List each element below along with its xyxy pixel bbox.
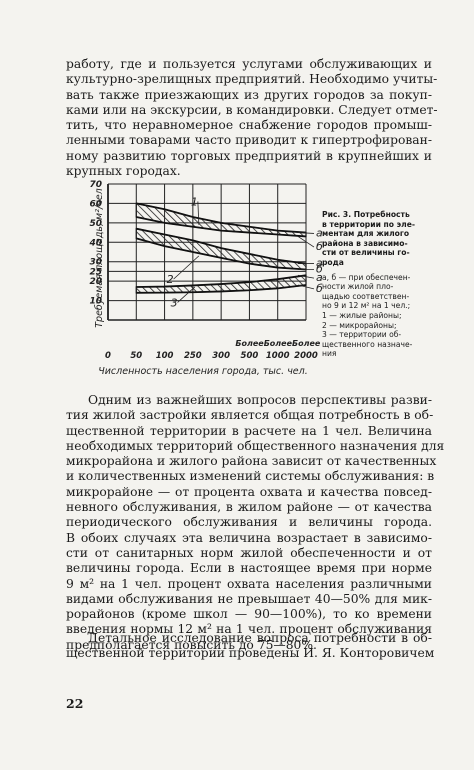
text-line: тия жилой застройки является общая потре…: [66, 408, 434, 423]
curve-end-label: а: [316, 257, 323, 270]
curve-leader-line: [177, 286, 196, 303]
caption-title-line: ментам для жилого: [322, 229, 410, 239]
text-line: 9 м² на 1 чел. процент охвата населения …: [66, 576, 432, 591]
right-leader-line: [297, 274, 315, 279]
text-line: щественной территории проведены И. Я. Ко…: [66, 646, 435, 661]
curve-upper-series-1: [136, 202, 307, 234]
caption-title-line: Рис. 3. Потребность: [322, 210, 410, 219]
caption-title-line: района в зависимо-: [322, 238, 408, 248]
right-leader-line: [297, 284, 315, 290]
text-line: ленными товарами часто приводит к гиперт…: [66, 133, 432, 148]
text-line: вать также приезжающих из других городов…: [66, 87, 432, 102]
x-tick-label: 500: [241, 351, 259, 361]
text-line: невного обслуживания, в жилом районе — о…: [66, 500, 432, 515]
curve-lower-series-3: [136, 284, 307, 294]
right-leader-line: [297, 236, 315, 248]
curve-upper-series-3: [136, 274, 307, 288]
text-line: ному развитию торговых предприятий в кру…: [66, 148, 432, 163]
text-line: величины города. Если в настоящее время …: [66, 561, 432, 576]
text-line: работу, где и пользуется услугами обслуж…: [66, 57, 432, 71]
text-line: тить, что неравномерное снабжение городо…: [66, 118, 432, 133]
x-tick-label: 50: [130, 351, 142, 361]
text-line: необходимых территорий общественного наз…: [66, 438, 445, 453]
text-line: и количественных изменений системы обслу…: [66, 469, 435, 484]
x-tick-label: 0: [105, 351, 111, 361]
text-line: периодического обслуживания и величины г…: [66, 515, 432, 530]
text-line: предполагается повысить до 75—80%.: [66, 637, 317, 652]
text-line: щественной территории в расчете на 1 чел…: [66, 423, 432, 438]
curve-lower-series-2: [136, 237, 307, 271]
text-line: микрорайона и жилого района зависит от к…: [66, 454, 437, 469]
caption-legend-line: 1 — жилые районы;: [322, 310, 402, 320]
curve-end-label: а: [316, 271, 323, 284]
caption-title-line: рода: [322, 257, 344, 267]
y-tick-label: 40: [88, 238, 102, 248]
caption-legend-line: ности жилой пло-: [322, 282, 394, 292]
y-tick-label: 25: [89, 267, 102, 277]
x-more-label: Более: [292, 339, 321, 348]
page-number: 22: [66, 696, 84, 711]
curve-leader-line: [173, 255, 200, 280]
x-tick-label: 1000: [266, 351, 290, 361]
caption-legend-line: щественного назначе-: [322, 339, 413, 349]
text-line: введения нормы 12 м² на 1 чел. процент о…: [66, 622, 432, 637]
text-line: сти от санитарных норм жилой обеспеченно…: [66, 545, 432, 560]
x-tick-label: 2000: [294, 351, 318, 361]
x-tick-label: 300: [212, 351, 230, 361]
curve-end-label: б: [316, 240, 323, 253]
curve-number-label: 3: [171, 296, 178, 309]
text-line: В обоих случаях эта величина возрастает …: [66, 530, 432, 545]
x-more-label: Более: [264, 339, 293, 348]
x-tick-label: 100: [156, 351, 174, 361]
caption-legend-line: а, б — при обеспечен-: [322, 272, 411, 282]
y-tick-label: 60: [89, 199, 102, 209]
curve-end-label: б: [316, 282, 323, 295]
y-tick-label: 20: [89, 277, 102, 287]
y-axis-title: Требуемая площадь, м²/чел: [94, 188, 105, 328]
y-tick-label: 70: [89, 180, 102, 190]
text-line: Детальное исследование вопроса потребнос…: [88, 631, 432, 645]
paragraph-middle: Одним из важнейших вопросов перспективы …: [66, 393, 445, 653]
text-line: видами обслуживания не превышает 40—50% …: [66, 591, 432, 606]
curve-end-label: а: [316, 226, 323, 239]
y-tick-label: 30: [89, 258, 102, 268]
curve-number-label: 2: [167, 273, 174, 286]
text-line: микрорайоне — от процента охвата и качес…: [66, 484, 432, 499]
right-leader-line: [297, 232, 315, 234]
paragraph-top: работу, где и пользуется услугами обслуж…: [66, 57, 438, 179]
text-line: ками или на экскурсии, в командировки. С…: [66, 102, 438, 117]
caption-title: Рис. 3. Потребность в территории по эле-м…: [322, 210, 472, 268]
curve-number-label: 1: [191, 195, 198, 208]
caption-legend-line: щадью соответствен-: [322, 291, 410, 301]
x-more-label: Более: [235, 339, 264, 348]
caption-legend-line: 2 — микрорайоны;: [322, 320, 397, 330]
y-tick-label: 50: [89, 219, 102, 229]
figure-caption: Рис. 3. Потребность в территории по эле-м…: [322, 210, 472, 359]
paragraph-bottom: Детальное исследование вопроса потребнос…: [66, 631, 435, 662]
text-line: культурно-зрелищных предприятий. Необход…: [66, 72, 438, 87]
y-tick-label: 10: [89, 297, 102, 307]
figure: 10 20 25 30 40 50 60 70 0 50 100 250 300 500 1000 2000 …: [60, 170, 460, 390]
text-line: Одним из важнейших вопросов перспективы …: [88, 393, 432, 407]
x-axis-title: Численность населения города, тыс. чел.: [98, 366, 308, 377]
caption-legend-line: но 9 и 12 м² на 1 чел.;: [322, 301, 411, 311]
caption-legend-line: 3 — территории об-: [322, 330, 402, 340]
curve-leader-line: [197, 201, 200, 225]
text-line: рорайонов (кроме школ — 90—100%), то ко …: [66, 607, 432, 622]
caption-title-line: в территории по эле-: [322, 219, 416, 229]
curve-lower-series-1: [136, 216, 307, 238]
x-tick-label: 250: [184, 351, 202, 361]
caption-legend-line: ния: [322, 349, 337, 359]
caption-title-line: сти от величины го-: [322, 248, 410, 258]
curve-upper-series-2: [136, 227, 307, 265]
curve-end-label: б: [316, 262, 323, 275]
caption-legend: а, б — при обеспечен-ности жилой пло-щад…: [322, 273, 472, 359]
text-line: крупных городах.: [66, 164, 181, 179]
